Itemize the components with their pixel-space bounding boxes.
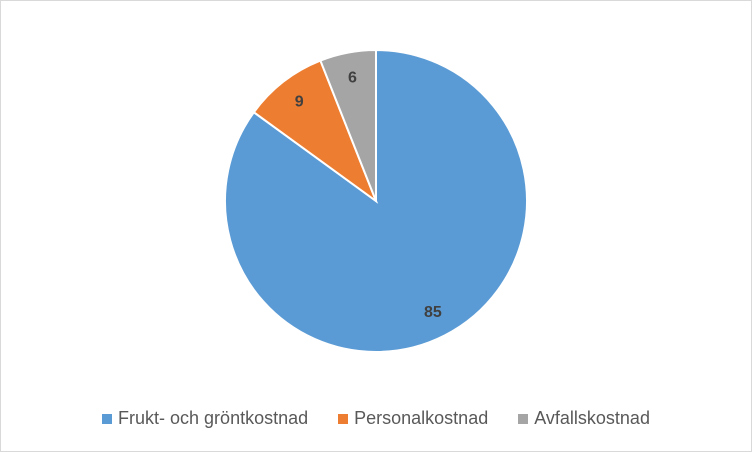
legend-swatch-frukt <box>102 413 113 424</box>
pie-slice-personal <box>252 59 379 204</box>
data-label-frukt: 85 <box>424 304 442 321</box>
legend-label-personal: Personalkostnad <box>354 408 489 428</box>
legend-swatch-avfall <box>518 413 529 424</box>
pie-data-labels: 85 9 6 <box>295 69 442 321</box>
data-label-avfall: 6 <box>348 69 357 86</box>
legend-label-frukt: Frukt- och gröntkostnad <box>118 408 309 428</box>
legend-item-frukt: Frukt- och gröntkostnad <box>102 408 308 429</box>
legend-swatch-personal <box>338 413 349 424</box>
data-label-personal: 9 <box>295 93 304 110</box>
legend: Frukt- och gröntkostnad Personalkostnad … <box>0 408 752 429</box>
legend-item-avfall: Avfallskostnad <box>518 408 650 429</box>
pie-slices <box>224 48 528 353</box>
legend-item-personal: Personalkostnad <box>338 408 488 429</box>
legend-label-avfall: Avfallskostnad <box>534 408 650 428</box>
pie-slice-avfall <box>319 48 377 202</box>
